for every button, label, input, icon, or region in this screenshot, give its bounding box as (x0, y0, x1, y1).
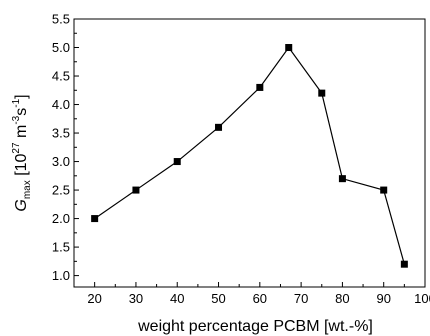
data-point (173, 158, 181, 166)
x-tick-label: 30 (129, 291, 143, 306)
y-tick-label: 4.5 (52, 69, 70, 84)
x-tick-label: 70 (294, 291, 308, 306)
data-point (215, 123, 223, 131)
y-tick-label: 5.0 (52, 40, 70, 55)
data-point (318, 89, 326, 97)
y-axis-unit-exp1: 27 (11, 142, 22, 154)
data-point (91, 215, 99, 223)
x-tick-label: 20 (87, 291, 101, 306)
data-point (380, 186, 388, 194)
y-tick-label: 2.5 (52, 183, 70, 198)
y-axis-unit-open: [10 (13, 153, 30, 180)
series-line (94, 46, 405, 265)
plot-frame (73, 18, 426, 288)
y-axis-unit-exp3: -1 (11, 98, 22, 107)
y-axis-symbol: G (13, 199, 30, 211)
y-tick-label: 1.5 (52, 240, 70, 255)
x-tick-label: 100 (414, 291, 430, 306)
data-point (338, 175, 346, 183)
x-tick-label: 90 (376, 291, 390, 306)
y-axis-unit-exp2: -3 (11, 115, 22, 124)
y-tick-label: 2.0 (52, 211, 70, 226)
x-tick-label: 60 (253, 291, 267, 306)
data-point (256, 83, 264, 91)
y-axis-subscript: max (22, 180, 33, 199)
x-tick-label: 80 (335, 291, 349, 306)
y-axis-unit-close: ] (13, 94, 30, 98)
ticks-layer: 20 30 40 50 60 70 80 90 100 1.0 1.5 2.0 2.5 3.0 3.5 4.0… (52, 12, 430, 307)
y-tick-label: 3.5 (52, 126, 70, 141)
x-axis-title: weight percentage PCBM [wt.-%] (137, 318, 373, 335)
x-tick-label: 40 (170, 291, 184, 306)
y-axis-unit-mid2: s (13, 108, 30, 116)
series-layer (91, 44, 408, 268)
y-tick-label: 1.0 (52, 268, 70, 283)
y-tick-label: 3.0 (52, 154, 70, 169)
data-point (132, 186, 140, 194)
y-axis-unit-mid1: m (13, 125, 30, 143)
x-tick-label: 50 (211, 291, 225, 306)
y-tick-label: 5.5 (52, 12, 70, 27)
data-point (285, 44, 293, 52)
y-axis-title: Gmax [1027 m-3s-1] (11, 94, 33, 211)
data-point (400, 260, 408, 268)
y-tick-label: 4.0 (52, 97, 70, 112)
